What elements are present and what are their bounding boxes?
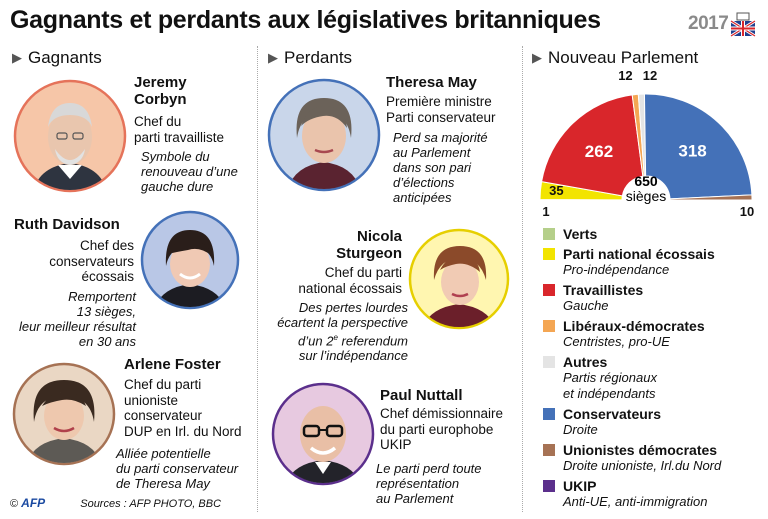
legend-label: UKIP: [563, 478, 597, 494]
loser-role-nuttall: Chef démissionnaire du parti europhobe UKI…: [380, 406, 504, 452]
loser-note-sturgeon: Des pertes lourdes écartent la perspecti…: [277, 300, 408, 364]
loser-role-sturgeon: Chef du parti national écossais: [298, 265, 402, 296]
winner-name-corbyn: Jeremy Corbyn: [134, 74, 187, 108]
legend-description: Partis régionaux: [563, 370, 657, 385]
total-seats-label: sièges: [626, 188, 666, 204]
seat-label-4: 12: [643, 68, 657, 83]
portrait-sturgeon: [408, 228, 510, 330]
legend-description: Anti-UE, anti-immigration: [563, 494, 708, 509]
winner-role-foster: Chef du parti unioniste conservateur DUP en…: [124, 377, 242, 439]
legend-description: et indépendants: [563, 386, 656, 401]
legend-swatch: [543, 248, 555, 260]
column-divider: [522, 46, 523, 512]
seat-label-5: 318: [678, 141, 706, 160]
winner-name-davidson: Ruth Davidson: [14, 216, 120, 233]
legend-swatch: [543, 408, 555, 420]
winner-note-corbyn: Symbole du renouveau d’une gauche dure: [141, 149, 238, 194]
section-winners-header: ▶ Gagnants: [12, 48, 102, 67]
legend-label: Parti national écossais: [563, 246, 715, 262]
copyright-symbol: ©: [10, 498, 19, 510]
total-seats-value: 650: [634, 173, 658, 189]
legend-label: Libéraux-démocrates: [563, 318, 705, 334]
loser-role-may: Première ministre Parti conservateur: [386, 94, 496, 125]
section-losers-header: ▶ Perdants: [268, 48, 353, 67]
election-badge: 2017: [688, 10, 758, 40]
legend-label: Unionistes démocrates: [563, 442, 718, 458]
seat-label-0: 1: [542, 204, 549, 219]
winner-role-corbyn: Chef du parti travailliste: [134, 114, 225, 145]
legend-swatch: [543, 356, 555, 368]
badge-year: 2017: [688, 13, 729, 34]
winner-note-davidson: Remportent 13 sièges, leur meilleur résult…: [18, 289, 136, 349]
portrait-foster: [12, 362, 116, 466]
seat-slice-5: [643, 93, 753, 200]
legend-label: Travaillistes: [563, 282, 644, 298]
ballot-flag-icon: [730, 12, 756, 38]
legend-description: Pro-indépendance: [563, 262, 670, 277]
seat-label-1: 35: [549, 183, 563, 198]
seat-slice-2: [541, 94, 644, 197]
sources-credit: Sources : AFP PHOTO, BBC: [80, 498, 222, 510]
loser-name-may: Theresa May: [386, 74, 477, 91]
page-title: Gagnants et perdants aux législatives br…: [10, 6, 601, 34]
seat-slice-6: [669, 194, 753, 201]
winner-note-foster: Alliée potentielle du parti conservateur d…: [116, 446, 239, 491]
legend-swatch: [543, 284, 555, 296]
seat-label-6: 10: [740, 204, 754, 219]
legend-description: Gauche: [563, 298, 609, 313]
legend-label: Conservateurs: [563, 406, 662, 422]
legend-description: Droite: [563, 422, 598, 437]
winner-name-foster: Arlene Foster: [124, 356, 221, 373]
seat-label-3: 12: [618, 68, 632, 83]
legend-description: Centristes, pro-UE: [563, 334, 670, 349]
legend-label: Autres: [563, 354, 608, 370]
loser-name-sturgeon: Nicola Sturgeon: [336, 228, 402, 262]
portrait-nuttall: [271, 382, 375, 486]
legend-description: Droite unioniste, Irl.du Nord: [563, 458, 722, 473]
column-divider: [257, 46, 258, 512]
legend-swatch: [543, 444, 555, 456]
portrait-davidson: [140, 210, 240, 310]
seat-label-2: 262: [585, 142, 613, 161]
section-parliament-header: ▶ Nouveau Parlement: [532, 48, 699, 67]
loser-note-may: Perd sa majorité au Parlement dans son par…: [393, 130, 488, 205]
footer: © AFP Sources : AFP PHOTO, BBC: [10, 496, 221, 510]
afp-logo: AFP: [21, 496, 46, 510]
portrait-corbyn: [13, 79, 127, 193]
legend-label: Verts: [563, 226, 598, 242]
legend-swatch: [543, 480, 555, 492]
loser-name-nuttall: Paul Nuttall: [380, 387, 463, 404]
portrait-may: [267, 78, 381, 192]
legend-swatch: [543, 320, 555, 332]
legend-swatch: [543, 228, 555, 240]
winner-role-davidson: Chef des conservateurs écossais: [49, 238, 134, 284]
loser-note-nuttall: Le parti perd toute représentation au Parl…: [376, 461, 482, 506]
